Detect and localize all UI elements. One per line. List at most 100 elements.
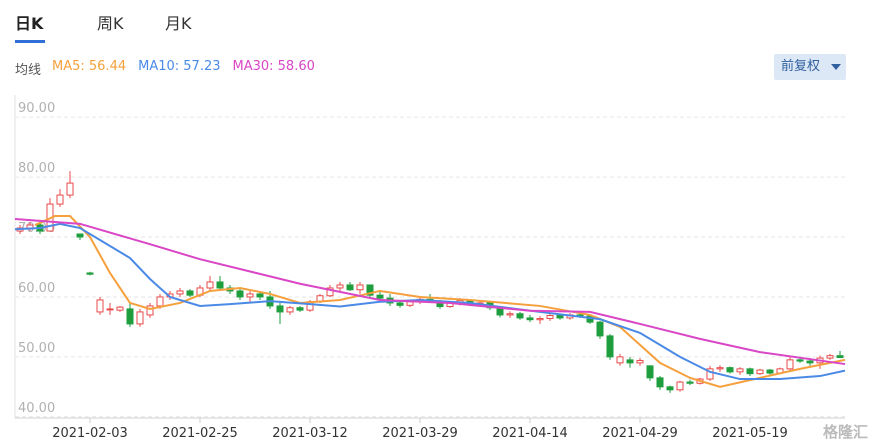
candle [206, 275, 214, 291]
candle [146, 302, 154, 318]
y-tick-label: 60.00 [18, 281, 55, 296]
candle-body [346, 284, 354, 291]
candle-body [716, 367, 724, 370]
candle [326, 284, 334, 297]
candle-body [236, 290, 244, 298]
candle-body [376, 294, 384, 299]
candle-body [656, 377, 664, 388]
x-tick-label: 2021-04-14 [492, 426, 568, 441]
candle [346, 281, 354, 291]
ma-legend: MA5: 56.44 [52, 59, 127, 74]
y-tick-label: 90.00 [18, 101, 55, 116]
candle [626, 356, 634, 368]
candle-body [356, 284, 364, 291]
candle [296, 305, 304, 312]
candle-body [146, 305, 154, 316]
candle [616, 353, 624, 366]
candle-body [526, 317, 534, 321]
candle-body [336, 284, 344, 289]
candle-body [556, 315, 564, 319]
candle [136, 308, 144, 327]
candle-body [206, 281, 214, 289]
candle-body [636, 359, 644, 364]
candle-body [116, 306, 124, 311]
candle-body [516, 313, 524, 319]
ma-line [14, 222, 846, 381]
tab[interactable]: 日K [15, 14, 44, 33]
x-tick-label: 2021-05-19 [712, 426, 788, 441]
candle-body [156, 296, 164, 307]
candle [96, 296, 104, 315]
candle-body [366, 284, 374, 296]
indicator-label: 均线 [15, 63, 42, 78]
candle [336, 281, 344, 291]
candle-body [216, 281, 224, 289]
candle-body [536, 318, 544, 321]
ma-line [14, 218, 846, 366]
x-tick-label: 2021-03-29 [382, 426, 458, 441]
adjust-label[interactable]: 前复权 [781, 59, 821, 74]
y-tick-label: 40.00 [18, 401, 55, 416]
y-tick-label: 50.00 [18, 341, 55, 356]
x-tick-label: 2021-03-12 [272, 426, 348, 441]
candle-body [796, 359, 804, 362]
candle-body [86, 272, 94, 275]
candle-body [646, 365, 654, 379]
candle-body [806, 360, 814, 364]
candle-body [66, 182, 74, 196]
candle-body [686, 381, 694, 384]
candle [366, 284, 374, 297]
candle-body [76, 233, 84, 238]
candle-body [626, 359, 634, 364]
candle [376, 290, 384, 300]
candle-body [506, 313, 514, 316]
x-tick-label: 2021-02-03 [52, 426, 128, 441]
candle [536, 316, 544, 324]
candle [516, 311, 524, 320]
dropdown-arrow[interactable] [831, 64, 841, 70]
candle [176, 287, 184, 297]
candle [686, 379, 694, 386]
candle-body [596, 321, 604, 337]
candle [746, 367, 754, 377]
candle [706, 365, 714, 381]
candle-body [246, 293, 254, 298]
candle-body [286, 307, 294, 313]
candle [126, 302, 134, 327]
candle [286, 305, 294, 315]
ma-legend: MA10: 57.23 [138, 59, 221, 74]
candle [646, 365, 654, 381]
candle-body [736, 368, 744, 373]
candle [216, 275, 224, 291]
candle [656, 376, 664, 390]
candle [666, 385, 674, 393]
candle [186, 289, 194, 297]
candle-body [296, 307, 304, 311]
candle-body [256, 293, 264, 298]
candle [736, 367, 744, 375]
candle-body [666, 386, 674, 391]
candle [596, 320, 604, 339]
candle-body [176, 290, 184, 295]
x-tick-label: 2021-02-25 [162, 426, 238, 441]
candle [86, 271, 94, 276]
candle [786, 356, 794, 372]
candle-body [106, 308, 114, 311]
adjust-button[interactable]: 前复权 [774, 54, 846, 80]
candle [726, 366, 734, 374]
candle [76, 233, 84, 241]
tab[interactable]: 月K [165, 14, 192, 33]
candle [756, 368, 764, 375]
candle [526, 314, 534, 323]
candle-body [766, 369, 774, 374]
x-tick-label: 2021-04-29 [602, 426, 678, 441]
candle-body [186, 290, 194, 296]
candle-body [326, 287, 334, 297]
candle-body [726, 367, 734, 373]
tab[interactable]: 周K [97, 14, 124, 33]
candle-body [616, 356, 624, 364]
candle [836, 350, 844, 359]
candle [236, 287, 244, 300]
